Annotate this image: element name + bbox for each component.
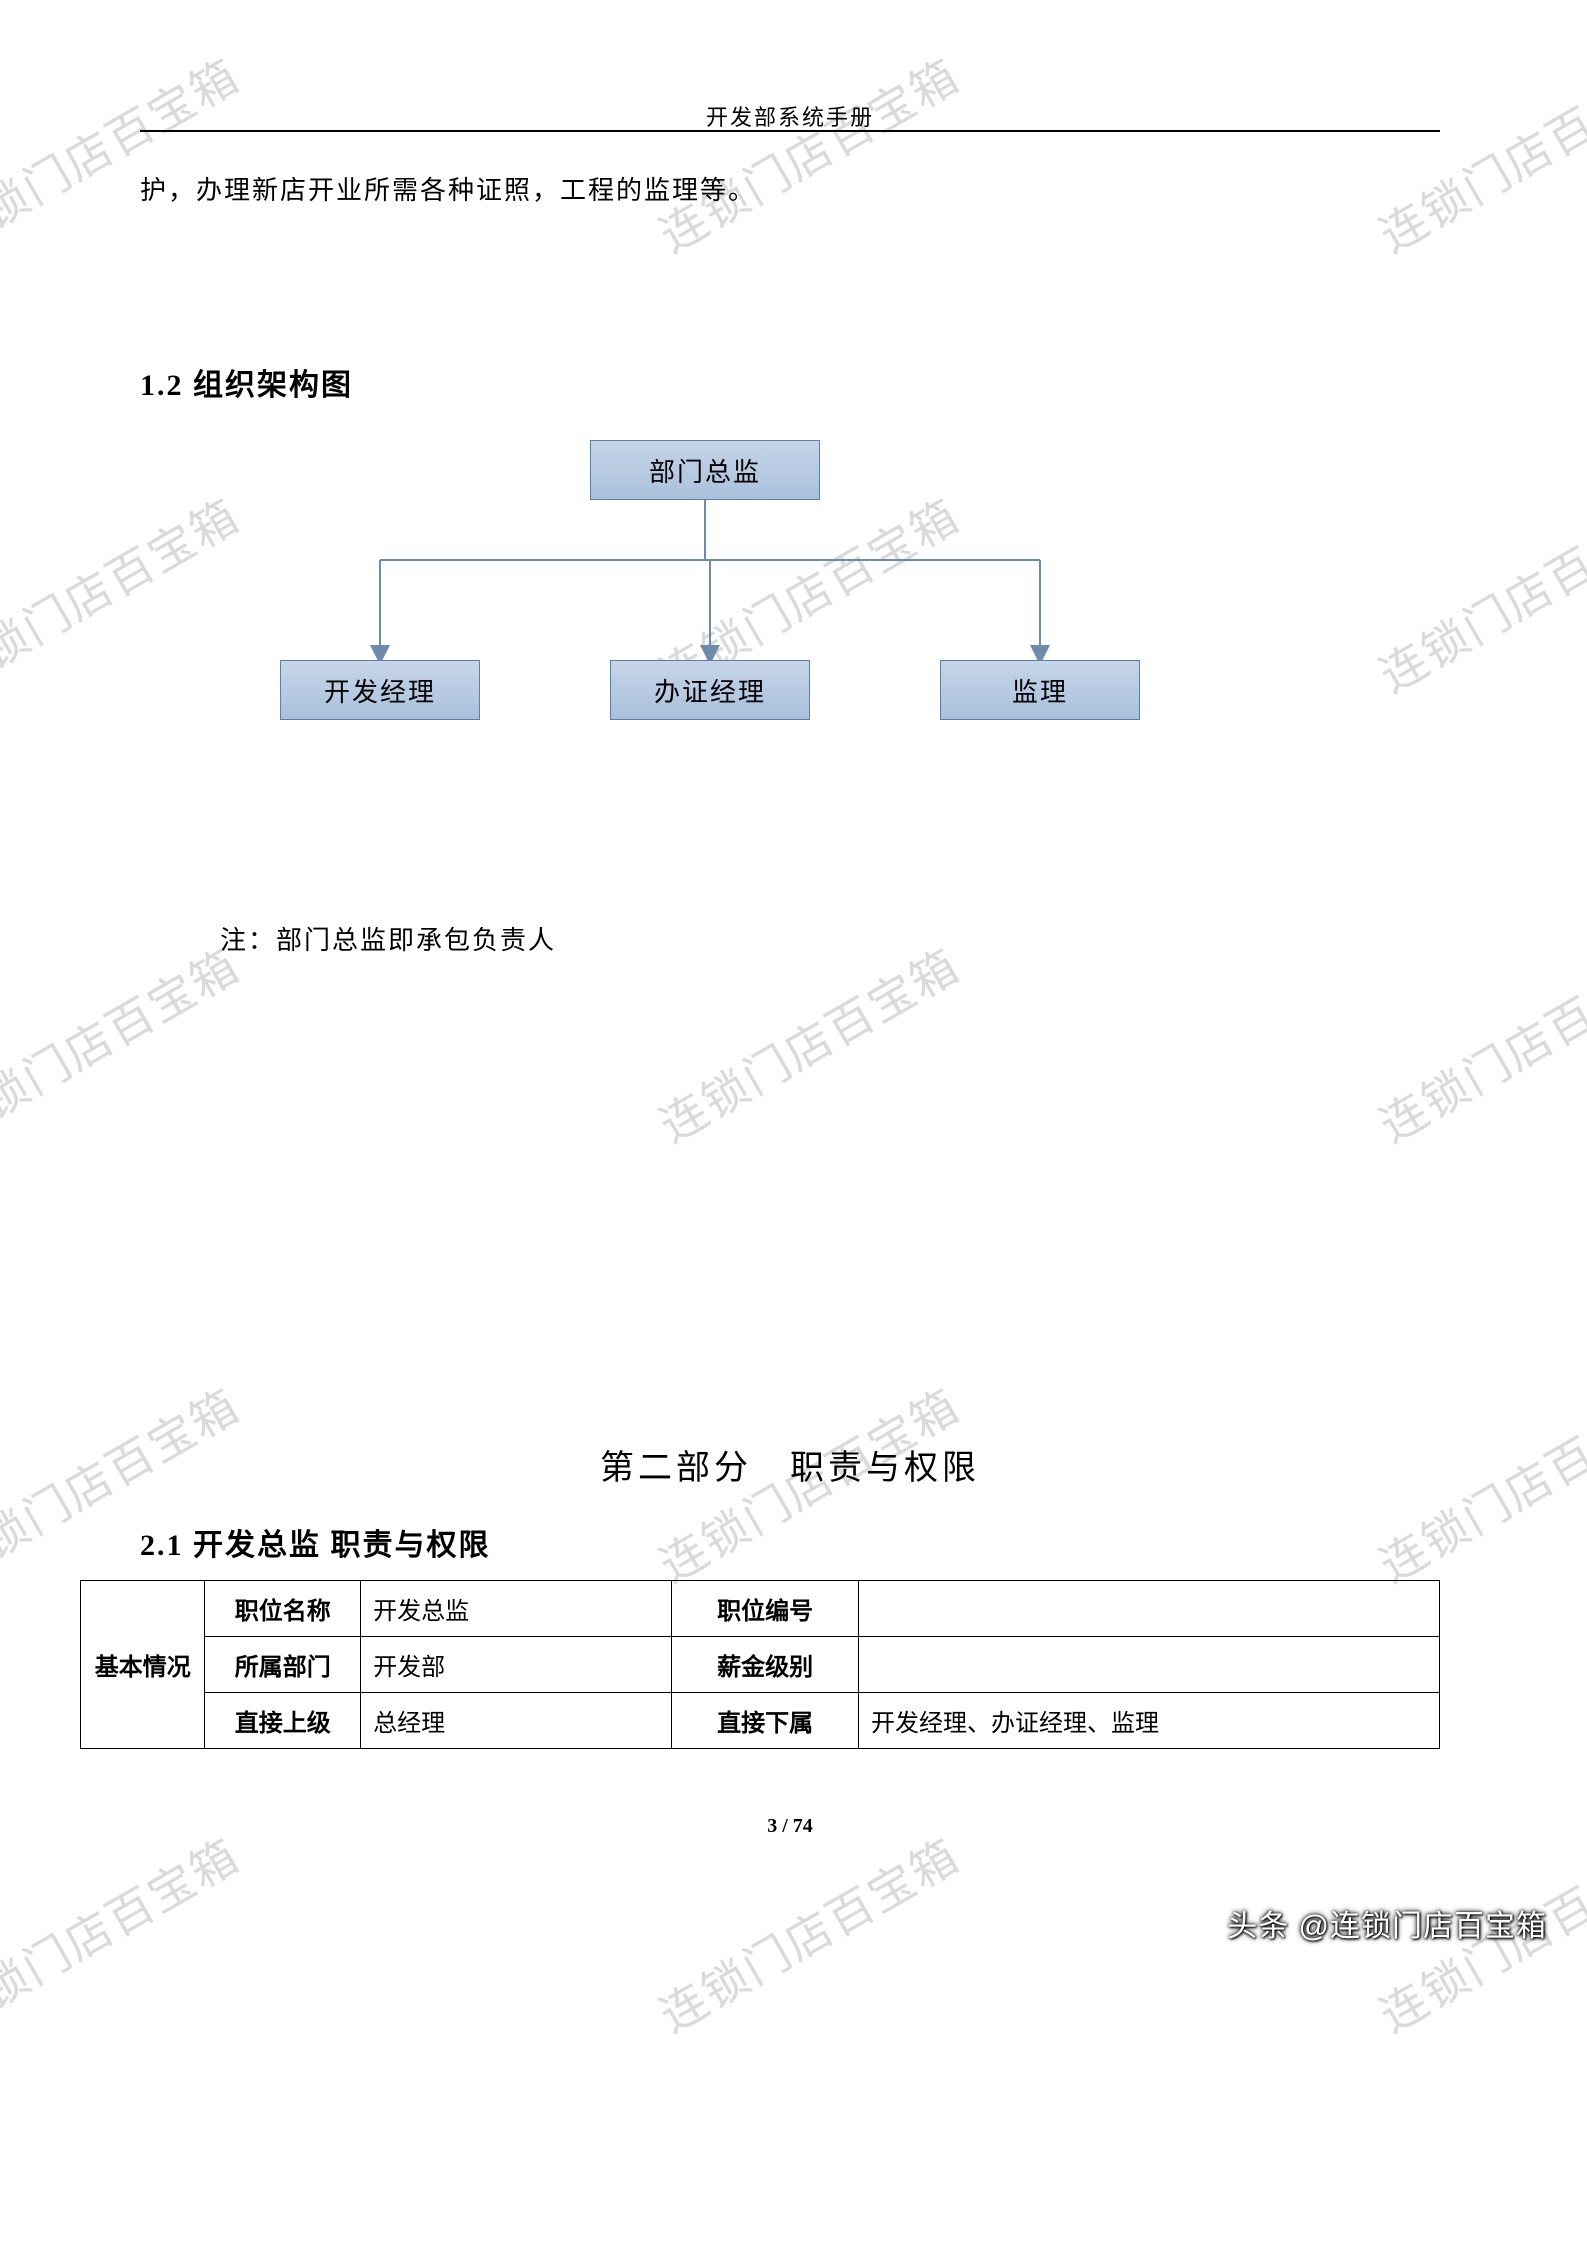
org-chart: 部门总监 开发经理 办证经理 监理 (140, 440, 1440, 760)
org-node-supervisor: 监理 (940, 660, 1140, 720)
org-chart-note: 注：部门总监即承包负责人 (220, 920, 556, 957)
table-value: 总经理 (361, 1693, 672, 1749)
table-label: 直接下属 (672, 1693, 859, 1749)
org-node-dev-manager: 开发经理 (280, 660, 480, 720)
page-header-title: 开发部系统手册 (140, 100, 1440, 132)
table-label: 薪金级别 (672, 1637, 859, 1693)
page-number: 3 / 74 (140, 1815, 1440, 1838)
table-label: 职位名称 (205, 1581, 361, 1637)
table-label: 所属部门 (205, 1637, 361, 1693)
table-row: 基本情况 职位名称 开发总监 职位编号 (81, 1581, 1440, 1637)
table-vheader: 基本情况 (81, 1581, 205, 1749)
continuation-text: 护，办理新店开业所需各种证照，工程的监理等。 (140, 170, 756, 207)
table-row: 所属部门 开发部 薪金级别 (81, 1637, 1440, 1693)
table-value: 开发部 (361, 1637, 672, 1693)
section-heading-1-2: 1.2 组织架构图 (140, 360, 353, 404)
org-node-license-manager: 办证经理 (610, 660, 810, 720)
header-rule (140, 130, 1440, 132)
org-node-director: 部门总监 (590, 440, 820, 500)
section-heading-2-1: 2.1 开发总监 职责与权限 (140, 1520, 491, 1564)
job-info-table: 基本情况 职位名称 开发总监 职位编号 所属部门 开发部 薪金级别 直接上级 总… (80, 1580, 1440, 1749)
table-value: 开发经理、办证经理、监理 (859, 1693, 1440, 1749)
table-value (859, 1581, 1440, 1637)
table-label: 直接上级 (205, 1693, 361, 1749)
table-row: 直接上级 总经理 直接下属 开发经理、办证经理、监理 (81, 1693, 1440, 1749)
table-value (859, 1637, 1440, 1693)
table-value: 开发总监 (361, 1581, 672, 1637)
part-2-title: 第二部分 职责与权限 (140, 1440, 1440, 1489)
attribution-overlay: 头条 @连锁门店百宝箱 (1227, 1901, 1547, 1945)
table-label: 职位编号 (672, 1581, 859, 1637)
